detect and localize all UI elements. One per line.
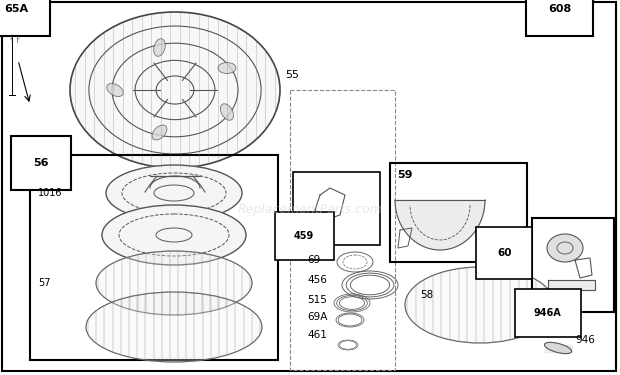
Ellipse shape (107, 84, 123, 96)
Ellipse shape (106, 165, 242, 221)
Text: 946: 946 (575, 335, 595, 345)
Text: 515: 515 (307, 295, 327, 305)
Text: 459: 459 (294, 231, 314, 241)
Ellipse shape (154, 39, 166, 56)
Text: 60: 60 (497, 248, 511, 258)
Text: 59: 59 (397, 170, 412, 180)
Text: 946A: 946A (534, 308, 562, 318)
Text: 56: 56 (33, 158, 48, 168)
Ellipse shape (96, 251, 252, 315)
Ellipse shape (70, 12, 280, 168)
Ellipse shape (218, 63, 236, 74)
Text: ┤ ├: ┤ ├ (9, 35, 19, 44)
Text: 57: 57 (38, 278, 50, 288)
Ellipse shape (152, 125, 167, 140)
Polygon shape (395, 200, 485, 250)
Ellipse shape (102, 205, 246, 265)
Text: 1016: 1016 (38, 188, 63, 198)
Text: 69A: 69A (307, 312, 327, 322)
Ellipse shape (220, 104, 234, 120)
Ellipse shape (547, 234, 583, 262)
Text: 461: 461 (307, 330, 327, 340)
Ellipse shape (405, 267, 555, 343)
Ellipse shape (86, 292, 262, 362)
Ellipse shape (544, 342, 572, 354)
Text: 608: 608 (548, 4, 571, 14)
Text: 65A: 65A (4, 4, 28, 14)
Text: 456: 456 (307, 275, 327, 285)
Text: 58: 58 (420, 290, 433, 300)
Text: 69: 69 (307, 255, 321, 265)
Text: 55: 55 (285, 70, 299, 80)
Text: ReplacementParts.com: ReplacementParts.com (237, 204, 383, 216)
